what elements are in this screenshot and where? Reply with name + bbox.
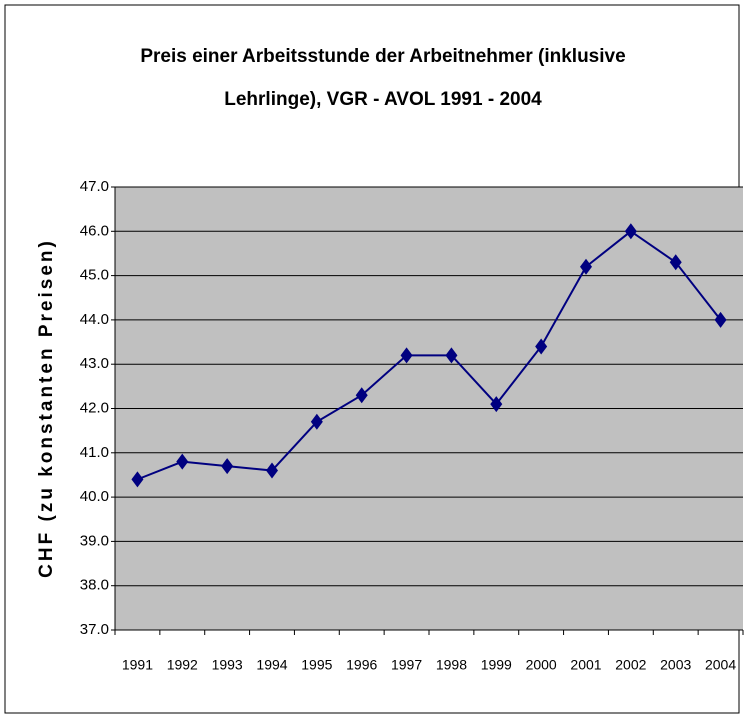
y-tick-label: 44.0 [80,311,109,328]
x-tick-label: 2000 [526,657,557,673]
x-tick-label: 1992 [167,657,198,673]
y-tick-label: 39.0 [80,532,109,549]
x-tick-label: 2001 [570,657,601,673]
marker [580,258,592,275]
marker [669,254,682,271]
y-tick-label: 37.0 [80,621,109,638]
x-tick-label: 1993 [212,657,243,673]
x-tick-label: 1991 [122,657,153,673]
marker [221,458,234,475]
marker [176,453,189,470]
marker [310,413,323,430]
marker [624,223,637,240]
marker [714,311,727,328]
x-tick-label: 2003 [660,657,691,673]
marker [400,347,413,364]
y-tick-label: 46.0 [80,222,109,239]
line [137,230,722,481]
x-tick-label: 1994 [256,657,287,673]
x-tick-label: 1997 [391,657,422,673]
y-axis-label: CHF (zu konstanten Preisen) [36,238,57,578]
marker [266,462,278,479]
chart-title: Lehrlinge), VGR - AVOL 1991 - 2004 [224,89,542,110]
marker [131,471,144,488]
marker [535,338,548,355]
marker [355,387,368,404]
x-tick-label: 1999 [481,657,512,673]
y-tick-label: 38.0 [80,577,109,594]
y-tick-label: 40.0 [80,488,109,505]
y-tick-label: 47.0 [80,178,109,195]
x-tick-label: 2004 [705,657,736,673]
y-tick-label: 42.0 [80,399,109,416]
marker [490,396,503,413]
x-tick-label: 1995 [301,657,332,673]
x-tick-label: 2002 [615,657,646,673]
y-tick-label: 43.0 [80,355,109,372]
chart-title: Preis einer Arbeitsstunde der Arbeitnehm… [140,46,625,67]
marker [445,347,458,364]
y-tick-label: 45.0 [80,267,109,284]
x-tick-label: 1996 [346,657,377,673]
x-tick-label: 1998 [436,657,467,673]
y-tick-label: 41.0 [80,444,109,461]
